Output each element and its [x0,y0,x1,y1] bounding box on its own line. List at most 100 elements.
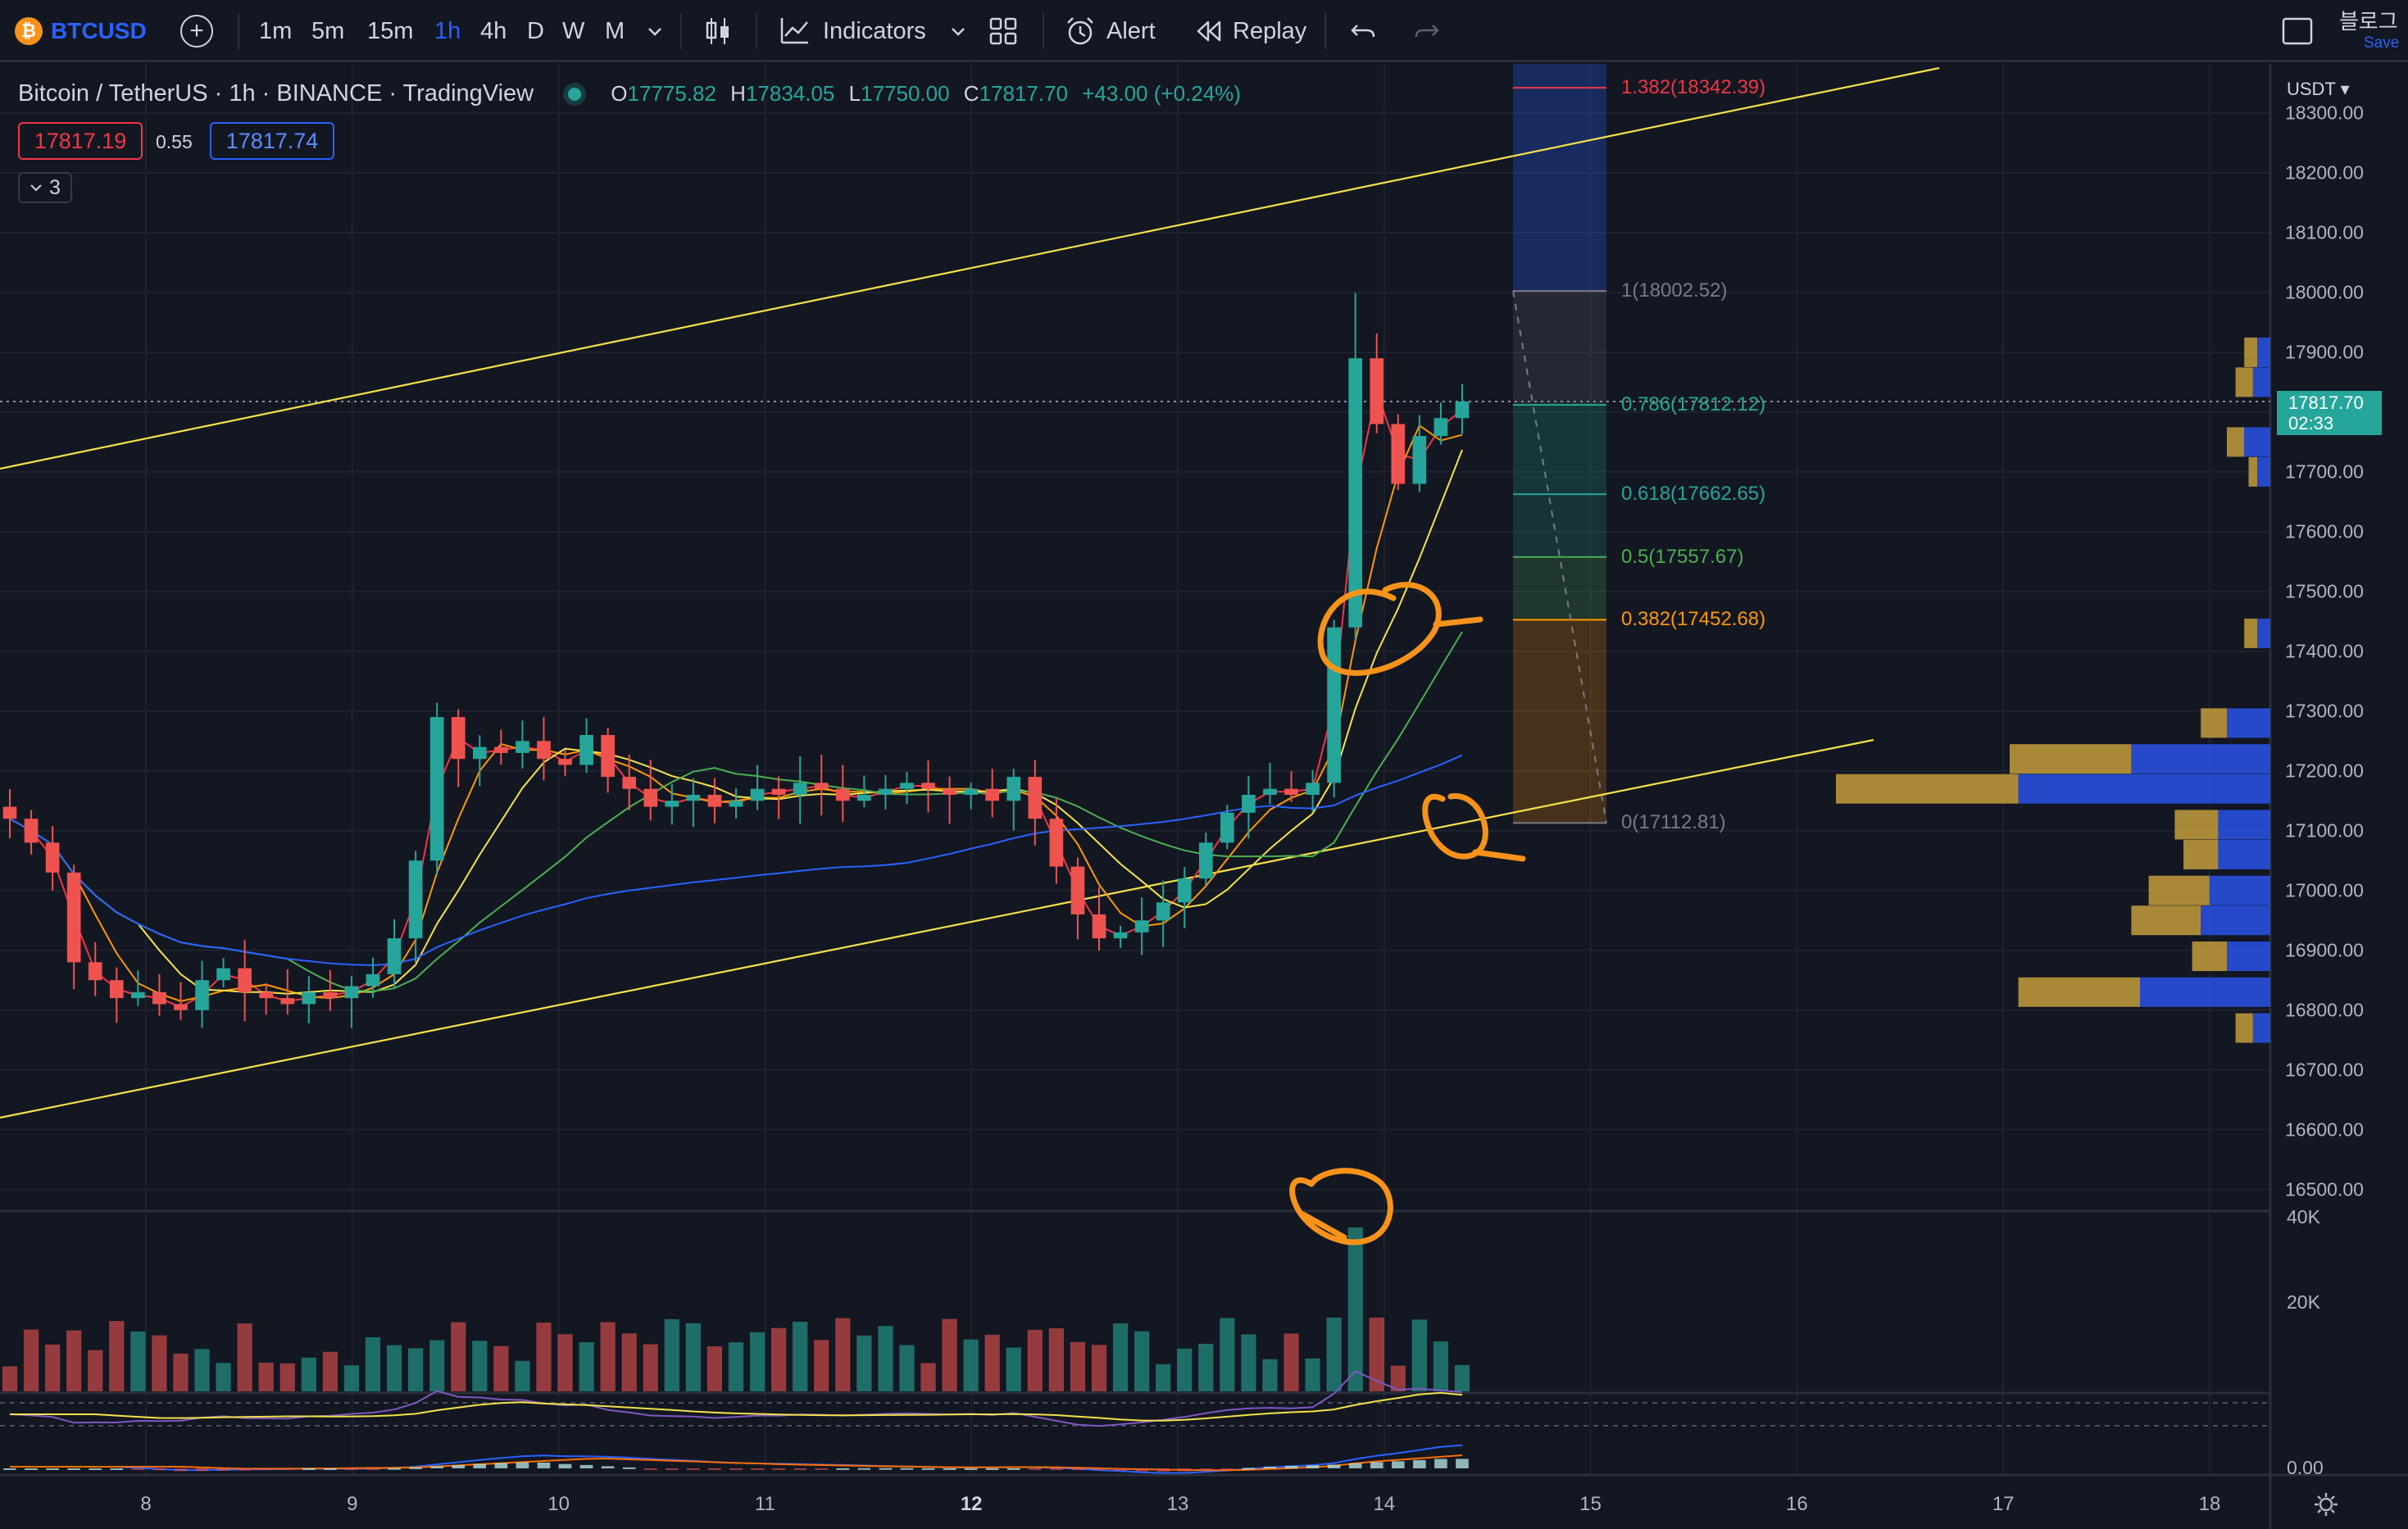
volume-profile-sell [2201,708,2227,738]
macd-histogram-bar [366,1468,379,1470]
macd-histogram-bar [174,1468,188,1472]
redo-button[interactable] [1413,0,1441,62]
fib-zone [1513,494,1606,557]
indicators-dropdown[interactable] [949,0,967,62]
interval-1m[interactable]: 1m [259,17,293,44]
indicators-collapse-button[interactable]: 3 [18,172,72,203]
interval-5m[interactable]: 5m [311,17,345,44]
interval-15m[interactable]: 15m [367,17,414,44]
oscillator-panes [0,1370,2270,1474]
volume-bar [621,1333,637,1391]
candle-body [1198,842,1213,879]
macd-histogram-bar [430,1466,443,1468]
fib-trend-line [1512,290,1607,823]
high-label: H [730,81,746,106]
price-tick: 17000.00 [2285,879,2364,901]
interval-d[interactable]: D [527,17,544,44]
candles-icon [706,18,729,44]
macd-histogram-bar [879,1468,893,1470]
fullscreen-button[interactable] [2282,0,2313,62]
macd-histogram-bar [259,1468,273,1470]
symbol-search[interactable]: ₿ BTCUSD [15,0,147,62]
volume-bar [152,1335,167,1391]
replay-label: Replay [1233,17,1307,44]
moving-average-line [9,388,1463,1009]
candle-body [174,1004,188,1010]
macd-histogram-bar [985,1468,999,1470]
compare-symbol-button[interactable]: + [180,0,213,62]
volume-profile-buy [2227,941,2270,972]
volume-profile-buy [2018,774,2270,804]
toolbar-divider [1324,13,1326,49]
macd-histogram-bar [302,1468,316,1470]
candle-body [1177,878,1192,903]
replay-button[interactable]: Replay [1195,0,1306,62]
candle-body [1242,794,1256,813]
volume-profile-buy [2227,708,2270,738]
macd-histogram-bar [1220,1468,1234,1470]
candle-body [943,788,956,795]
chart-type-button[interactable] [703,0,733,62]
macd-histogram-bar [1263,1466,1277,1468]
candle-body [516,741,529,753]
volume-bar [66,1330,82,1391]
save-layout-button[interactable]: 블로그 Save [2339,0,2399,62]
volume-bar [1390,1365,1406,1391]
interval-m[interactable]: M [605,17,625,44]
volume-bar [194,1349,210,1391]
chart-settings-button[interactable] [2313,1491,2339,1522]
low-value: 17750.00 [861,81,950,106]
volume-profile-sell [2148,875,2210,905]
volume-bar [685,1323,702,1391]
volume-bar [343,1365,360,1391]
indicators-button[interactable]: Indicators [779,0,926,62]
undo-button[interactable] [1349,0,1377,62]
price-tick: 16900.00 [2285,939,2364,961]
candle-body [1348,358,1363,628]
price-tick: 16700.00 [2285,1059,2364,1081]
square-icon [2282,17,2313,45]
volume-profile-buy [2131,744,2270,774]
price-tick: 18300.00 [2285,102,2364,124]
volume-profile-buy [2201,905,2270,936]
volume-bar [472,1341,488,1391]
volume-bar [1433,1341,1449,1391]
symbol-title[interactable]: Bitcoin / TetherUS · 1h · BINANCE · Trad… [18,80,534,107]
macd-histogram-bar [1348,1463,1362,1468]
fib-level-label: 0.618(17662.65) [1621,483,1766,506]
volume-profile-sell [2244,618,2258,648]
macd-histogram-bar [857,1468,871,1470]
hand-annotations [1289,582,1526,1245]
volume-profile-sell [2174,810,2219,840]
interval-dropdown[interactable] [646,0,664,62]
alert-button[interactable]: Alert [1064,0,1156,62]
candle-body [195,980,209,1010]
fib-zone [1513,64,1606,88]
layout-name: 블로그 [2339,9,2398,34]
interval-1h[interactable]: 1h [434,17,461,44]
layout-button[interactable] [988,0,1018,62]
volume-bar [814,1340,829,1391]
volume-profile-sell [2018,977,2140,1007]
volume-bar [173,1353,189,1391]
volume-profile-buy [2140,977,2270,1007]
price-tick: 18200.00 [2285,161,2364,184]
candle-body [259,991,274,999]
interval-4h[interactable]: 4h [480,17,507,44]
sell-price-button[interactable]: 17817.19 [18,122,143,160]
currency-select[interactable]: USDT ▾ [2287,79,2350,99]
time-tick: 11 [754,1493,775,1515]
candle-body [1220,812,1234,843]
macd-histogram-bar [622,1467,636,1469]
macd-histogram-bar [195,1468,209,1472]
volume-bar [770,1327,787,1391]
buy-price-button[interactable]: 17817.74 [210,122,334,160]
candle-body [835,788,850,801]
candle-body [131,991,145,999]
volume-profile-buy [2257,456,2270,487]
fib-zone [1513,291,1606,406]
last-price-value: 17817.70 [2288,392,2364,413]
interval-w[interactable]: W [562,17,585,44]
macd-histogram-bar [89,1468,102,1470]
